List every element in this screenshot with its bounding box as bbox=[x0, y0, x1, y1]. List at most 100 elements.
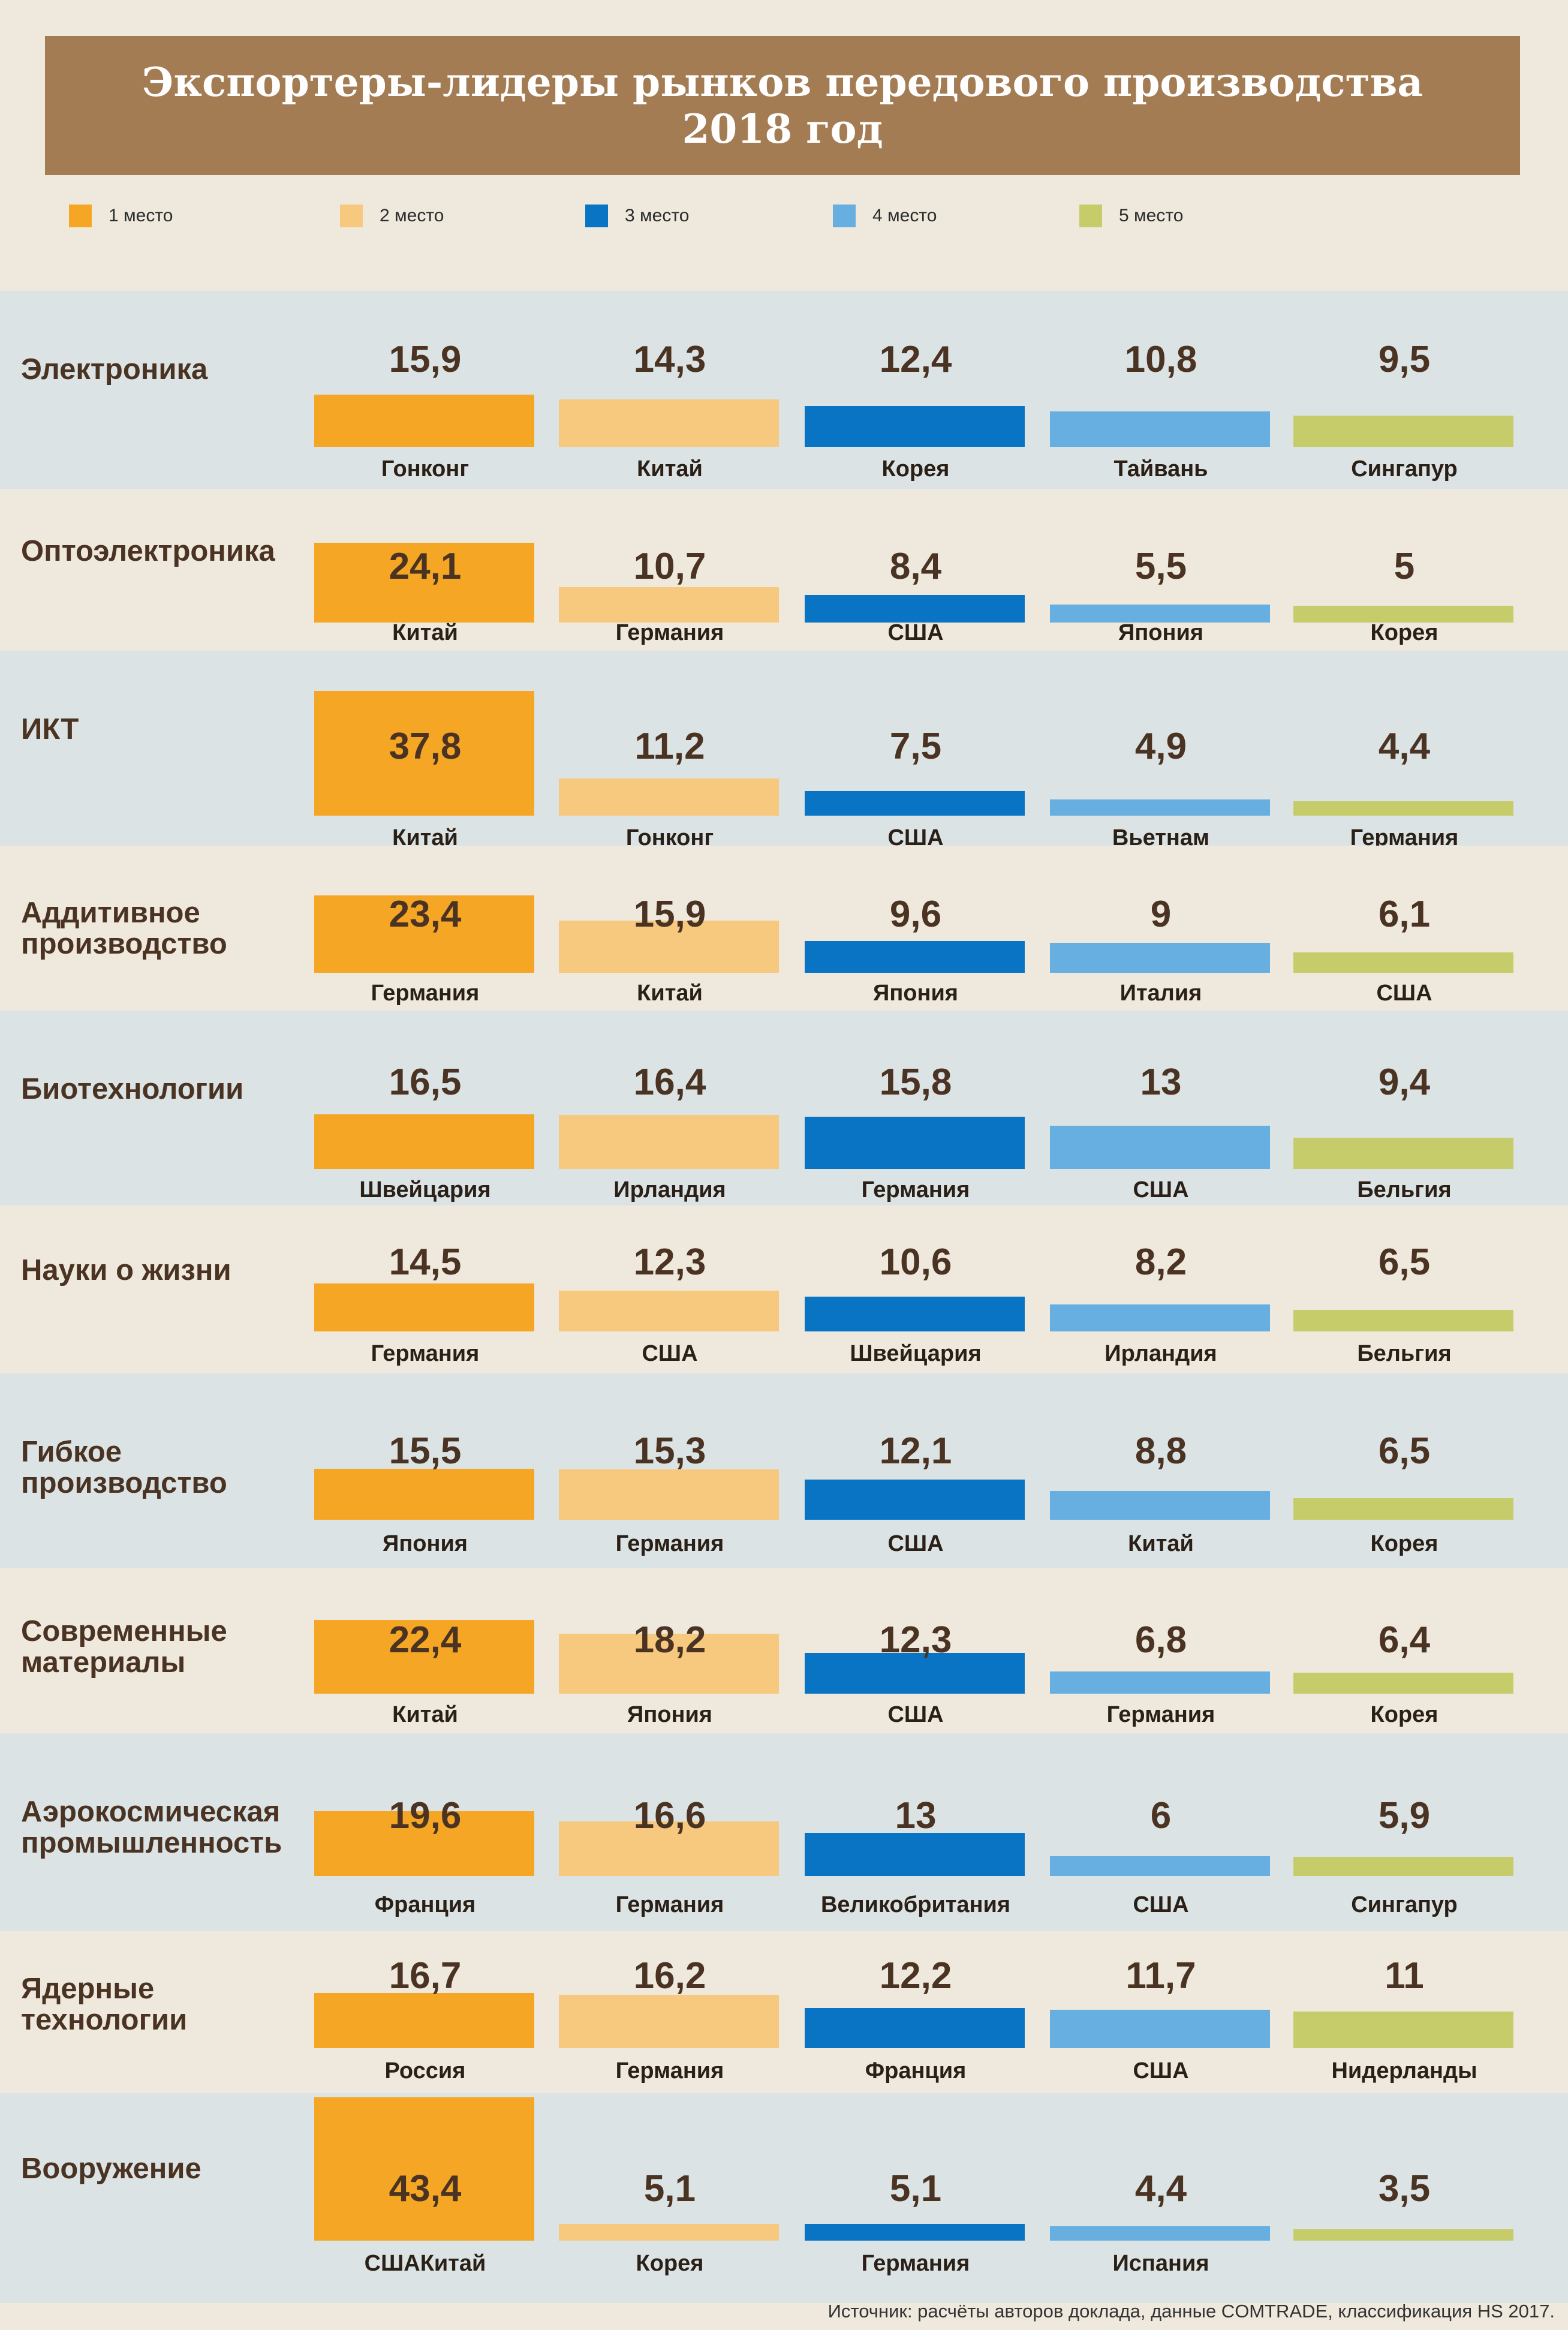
legend-item: 2 место bbox=[340, 198, 444, 234]
value-label: 10,8 bbox=[1124, 339, 1197, 380]
category-label: Электроника bbox=[21, 353, 208, 386]
country-label: Германия bbox=[615, 2058, 724, 2084]
legend-swatch bbox=[340, 205, 363, 227]
value-label: 16,4 bbox=[633, 1062, 706, 1103]
country-label: Франция bbox=[374, 1892, 476, 1917]
value-label: 10,7 bbox=[633, 546, 706, 587]
value-label: 23,4 bbox=[389, 894, 462, 935]
title-bar: Экспортеры-лидеры рынков передового прои… bbox=[45, 36, 1520, 175]
country-label: Япония bbox=[1118, 620, 1203, 645]
bar bbox=[805, 595, 1025, 623]
value-label: 4,4 bbox=[1134, 2168, 1187, 2209]
value-label: 9,6 bbox=[889, 894, 942, 935]
bar bbox=[805, 406, 1025, 447]
value-label: 7,5 bbox=[889, 726, 942, 767]
value-label: 24,1 bbox=[389, 546, 462, 587]
legend-item: 5 место bbox=[1079, 198, 1183, 234]
value-label: 6,1 bbox=[1378, 894, 1431, 935]
country-label: Германия bbox=[861, 2251, 970, 2276]
value-label: 10,6 bbox=[879, 1241, 952, 1283]
bar bbox=[1293, 801, 1513, 816]
value-label: 12,2 bbox=[879, 1955, 952, 1997]
bar bbox=[559, 1115, 779, 1169]
value-label: 6,8 bbox=[1134, 1619, 1187, 1661]
value-label: 16,5 bbox=[389, 1062, 462, 1103]
legend-label: 4 место bbox=[872, 206, 937, 226]
legend-label: 1 место bbox=[109, 206, 173, 226]
value-label: 3,5 bbox=[1378, 2168, 1431, 2209]
country-label: Нидерланды bbox=[1331, 2058, 1477, 2084]
value-label: 11 bbox=[1385, 1955, 1424, 1997]
country-label: Сингапур bbox=[1351, 456, 1458, 482]
bar bbox=[805, 1297, 1025, 1331]
bar bbox=[1293, 2229, 1513, 2241]
legend-swatch bbox=[69, 205, 92, 227]
bar bbox=[805, 2008, 1025, 2048]
category-panel bbox=[0, 1205, 1568, 1373]
value-label: 5,1 bbox=[889, 2168, 942, 2209]
country-label: Япония bbox=[873, 981, 958, 1006]
value-label: 6,4 bbox=[1378, 1619, 1431, 1661]
value-label: 22,4 bbox=[389, 1619, 462, 1661]
value-label: 6,5 bbox=[1378, 1430, 1431, 1472]
country-label: Германия bbox=[371, 981, 480, 1006]
value-label: 14,3 bbox=[633, 339, 706, 380]
category-panel bbox=[0, 291, 1568, 489]
bar bbox=[1293, 416, 1513, 447]
value-label: 13 bbox=[895, 1795, 937, 1836]
legend-item: 4 место bbox=[833, 198, 937, 234]
bar bbox=[1293, 1857, 1513, 1876]
category-panel bbox=[0, 1568, 1568, 1733]
category-label: Ядерные технологии bbox=[21, 1973, 188, 2036]
bar bbox=[1050, 1491, 1270, 1520]
country-label: Китай bbox=[392, 1702, 458, 1727]
country-label: Китай bbox=[392, 620, 458, 645]
value-label: 12,1 bbox=[879, 1430, 952, 1472]
bar bbox=[314, 1620, 534, 1694]
country-label: Швейцария bbox=[850, 1341, 982, 1366]
bar bbox=[559, 921, 779, 973]
bar bbox=[1293, 952, 1513, 973]
bar bbox=[1050, 1671, 1270, 1694]
bar bbox=[1293, 1498, 1513, 1520]
country-label: Италия bbox=[1119, 981, 1202, 1006]
bar bbox=[559, 1995, 779, 2048]
value-label: 5,9 bbox=[1378, 1795, 1431, 1836]
value-label: 5,5 bbox=[1134, 546, 1187, 587]
value-label: 8,4 bbox=[889, 546, 942, 587]
country-label: Корея bbox=[1370, 620, 1438, 645]
country-label: Япония bbox=[383, 1531, 468, 1556]
value-label: 14,5 bbox=[389, 1241, 462, 1283]
country-label: Германия bbox=[861, 1177, 970, 1202]
category-panel bbox=[0, 489, 1568, 651]
category-label: Оптоэлектроника bbox=[21, 535, 275, 567]
bar bbox=[559, 1821, 779, 1876]
value-label: 6,5 bbox=[1378, 1241, 1431, 1283]
country-label: Великобритания bbox=[820, 1892, 1011, 1917]
value-label: 9,5 bbox=[1378, 339, 1431, 380]
country-label: Бельгия bbox=[1357, 1341, 1452, 1366]
bar bbox=[1293, 1138, 1513, 1169]
country-label: Тайвань bbox=[1113, 456, 1208, 482]
country-label: Китай bbox=[637, 981, 703, 1006]
category-panel bbox=[0, 1373, 1568, 1568]
value-label: 8,2 bbox=[1134, 1241, 1187, 1283]
legend-swatch bbox=[585, 205, 608, 227]
bar bbox=[559, 1291, 779, 1331]
value-label: 16,2 bbox=[633, 1955, 706, 1997]
bar bbox=[314, 1283, 534, 1331]
bar bbox=[314, 543, 534, 623]
country-label: Корея bbox=[636, 2251, 704, 2276]
bar bbox=[559, 1634, 779, 1694]
bar bbox=[1050, 2010, 1270, 2048]
country-label: Испания bbox=[1112, 2251, 1209, 2276]
legend: 1 место 2 место 3 место 4 место 5 место bbox=[0, 198, 1568, 234]
country-label: Корея bbox=[1370, 1531, 1438, 1556]
country-label: США bbox=[1133, 1892, 1189, 1917]
legend-label: 3 место bbox=[625, 206, 690, 226]
value-label: 4,4 bbox=[1378, 726, 1431, 767]
value-label: 19,6 bbox=[389, 1795, 462, 1836]
country-label: СШАКитай bbox=[364, 2251, 486, 2276]
chart-title-line1: Экспортеры-лидеры рынков передового прои… bbox=[142, 59, 1423, 106]
value-label: 18,2 bbox=[633, 1619, 706, 1661]
